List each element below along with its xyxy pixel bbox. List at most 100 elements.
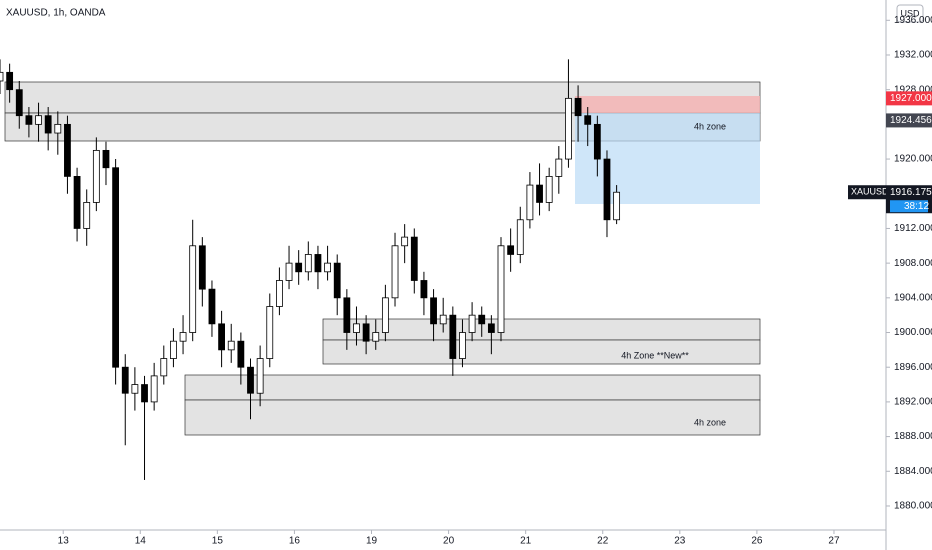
y-tick-label: 1892.000 [894,397,932,408]
zone [322,339,761,365]
y-tick-label: 1900.000 [894,327,932,338]
x-tick-label: 26 [751,536,763,547]
candle-body [208,288,216,325]
candle-body [526,184,534,221]
candle-body [545,176,553,203]
price-label: 1927.000 [890,93,932,104]
candle-body [381,297,389,333]
candle-body [449,314,457,359]
candle-body [516,219,524,255]
symbol-label: XAUUSD [851,187,889,197]
x-tick-label: 13 [58,536,70,547]
candle-body [6,71,14,91]
candle-body [536,184,543,203]
candle-body [150,375,158,403]
x-tick-label: 21 [520,536,532,547]
candle-body [198,245,206,290]
x-tick-label: 22 [597,536,609,547]
y-tick-label: 1908.000 [894,258,932,269]
y-tick-label: 1904.000 [894,292,932,303]
candle-body [218,323,225,351]
candle-body [92,149,100,203]
y-tick-label: 1932.000 [894,50,932,61]
zones: 4h zone 4h Zone **New** 4h zone [4,81,761,436]
candle-body [372,332,380,342]
candle-body [35,115,42,125]
candle-body [478,314,486,325]
candle-body [141,384,148,403]
x-tick-label: 23 [674,536,686,547]
last-price-label: 1916.175 [890,187,932,198]
candle-body [439,314,447,325]
countdown-box [890,200,928,213]
x-tick-label: 19 [366,536,378,547]
zone-label: 4h Zone **New** [621,350,689,360]
candle-body [362,323,370,342]
candle-body [593,123,601,160]
zone-label: 4h zone [694,417,726,427]
y-tick-label: 1920.000 [894,154,932,165]
candle-body [276,280,283,307]
candle-body [121,366,129,394]
candle-body [343,297,351,333]
candle-body [459,332,466,359]
candle-body [314,254,322,273]
candle-body [64,123,71,177]
candle-body [507,245,515,255]
x-tick-label: 16 [289,536,301,547]
candle-body [574,97,582,117]
candle-body [565,97,572,160]
chart-title: XAUUSD, 1h, OANDA [6,8,106,19]
candle-body [83,202,91,229]
candle-body [324,262,331,273]
candle-body [304,254,312,273]
y-tick-label: 1936.000 [894,15,932,26]
candle-body [266,306,274,359]
y-tick-label: 1888.000 [894,431,932,442]
candle-body [54,123,62,134]
candle-body [160,358,168,377]
candle-body [468,314,476,333]
candle-body [131,384,139,394]
candle-body [333,262,341,299]
countdown: 38:12 [904,201,929,212]
price-label-box [886,91,932,106]
price-label: 1924.456 [890,115,932,126]
candle-body [25,115,33,125]
candle-body [295,262,303,273]
candle-body [247,366,254,394]
y-tick-label: 1884.000 [894,466,932,477]
y-tick-label: 1880.000 [894,501,932,512]
x-tick-label: 15 [212,536,224,547]
candle-body [613,191,621,221]
x-tick-label: 27 [828,536,840,547]
zone-label: 4h zone [694,121,726,131]
candle-body [112,167,120,368]
candle-body [584,115,592,125]
candle-body [430,297,437,325]
candle-body [497,245,505,333]
currency-box[interactable] [896,4,924,23]
y-tick-label: 1896.000 [894,362,932,373]
x-tick-label: 20 [443,536,455,547]
candle-body [285,262,293,281]
stop-zone [575,96,760,113]
candle-body [170,340,177,359]
x-tick-label: 14 [135,536,147,547]
candle-body [227,340,235,351]
candle-body [256,358,264,394]
candle-body [15,89,23,117]
candle-body [603,158,611,221]
y-tick-label: 1928.000 [894,84,932,95]
candle-body [555,158,563,177]
candle-body [0,71,4,82]
currency: USD [900,8,920,18]
candle-body [401,236,409,247]
target-zone [575,113,760,204]
zone [184,374,761,401]
candle-body [410,236,418,281]
y-tick-label: 1912.000 [894,223,932,234]
candle-body [102,149,110,169]
zone [184,399,761,436]
